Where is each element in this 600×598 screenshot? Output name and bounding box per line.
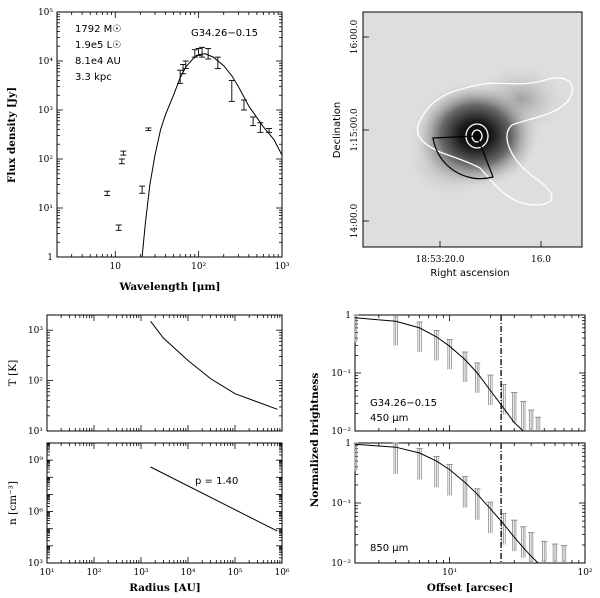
temperature-y-ticks: 10¹ 10² 10³ [28,314,282,437]
density-x-label: Radius [AU] [129,582,201,594]
profile450-model-curve [354,317,524,432]
profile850-errorbars [353,442,568,563]
temperature-y-tick-label: 10² [28,377,43,387]
profile450-y-ticks: 10⁻² 10⁻¹ 1 [331,311,585,437]
image-x-tick-label: 16.0 [531,255,551,265]
image-x-tick-label: 18:53:20.0 [415,255,464,265]
density-y-tick-label: 10³ [28,559,43,569]
profile850-model-curve [354,443,539,564]
density-x-tick-label: 10³ [133,568,148,578]
sed-panel: 10 10² 10³ 1 10¹ 10² 10³ 10⁴ 10⁵ 1792 M☉ 1.9e5 … [6,8,290,293]
sed-x-tick-label: 10² [191,262,206,272]
image-outer-contour [416,77,573,206]
density-annotation: p = 1.40 [195,476,238,487]
temperature-y-tick-label: 10³ [28,326,43,336]
density-y-ticks: 10³ 10⁶ 10⁹ [28,442,282,569]
density-y-tick-label: 10⁹ [28,456,43,466]
image-sector-wedge [432,135,494,180]
image-panel: 18:53:20.0 16.0 16:00.0 1:15:00.0 14:00.… [332,11,583,279]
sed-y-tick-label: 10² [38,155,53,165]
image-y-tick-label: 14:00.0 [350,203,360,238]
sed-x-ticks: 10 10² 10³ [56,12,290,272]
profile850-band: 850 μm [370,543,408,554]
sed-x-label: Wavelength [μm] [119,281,221,293]
sed-source-name: G34.26−0.15 [191,28,258,39]
p850-x-tick-label: 10¹ [442,568,457,578]
sed-y-tick-label: 10¹ [38,204,53,214]
sed-y-tick-label: 10⁵ [38,8,53,18]
sed-errorbars [104,46,273,231]
density-x-ticks: 10¹ 10² 10³ 10⁴ 10⁵ 10⁶ [39,443,290,578]
temperature-x-ticks [46,315,283,431]
density-x-tick-label: 10⁴ [180,568,195,578]
p450-y-tick-label: 10⁻¹ [331,369,351,379]
sed-annotation-luminosity: 1.9e5 L☉ [75,40,121,51]
density-x-tick-label: 10² [86,568,101,578]
profile850-x-ticks: 10¹ 10² [354,443,593,578]
sed-annotation-radius: 8.1e4 AU [75,56,121,67]
temperature-frame [46,314,283,432]
image-y-label: Declination [332,102,343,159]
density-curve [150,466,278,532]
p450-y-tick-label: 10⁻² [331,427,351,437]
sed-annotation-distance: 3.3 kpc [75,72,112,83]
profile-y-label: Normalized brightness [309,373,321,508]
density-frame [46,442,283,564]
profile850-panel: 10¹ 10² 10⁻²10⁻¹1 850 μm Offset [arcsec] … [309,373,593,594]
temperature-y-label: T [K] [7,360,19,386]
image-x-label: Right ascension [430,268,509,279]
sed-y-label: Flux density [Jy] [6,87,18,183]
p850-y-tick-label: 10⁻² [331,559,351,569]
image-emission [405,62,573,206]
profile450-errorbars [353,314,542,431]
sed-x-tick-label: 10 [110,262,122,272]
profile850-x-label: Offset [arcsec] [427,582,514,594]
p850-x-tick-label: 10² [577,568,592,578]
image-y-tick-label: 1:15:00.0 [350,108,360,152]
sed-annotation-mass: 1792 M☉ [75,24,121,35]
emission-core [411,80,541,190]
sed-y-ticks: 1 10¹ 10² 10³ 10⁴ 10⁵ [38,8,282,263]
sed-frame [56,11,283,258]
temperature-panel: 10¹ 10² 10³ T [K] [7,314,283,437]
profile450-panel: 10⁻² 10⁻¹ 1 G34.26−0.15 450 μm [331,311,586,437]
density-panel: 10¹ 10² 10³ 10⁴ 10⁵ 10⁶ 10³ 10⁶ 10⁹ p = 1.40 Ra… [7,442,290,594]
sed-y-tick-label: 10³ [38,106,53,116]
sed-y-tick-label: 10⁴ [38,57,53,67]
density-y-tick-label: 10⁶ [28,508,43,518]
p850-y-tick-label: 1 [345,439,351,449]
sed-x-tick-label: 10³ [274,262,289,272]
profile450-source-name: G34.26−0.15 [370,398,437,409]
density-x-tick-label: 10¹ [39,568,54,578]
sed-y-tick-label: 1 [47,253,53,263]
image-y-tick-label: 16:00.0 [350,19,360,54]
temperature-curve [150,320,278,410]
image-frame [362,11,583,248]
density-x-tick-label: 10⁵ [227,568,242,578]
density-x-tick-label: 10⁶ [274,568,289,578]
profile450-band: 450 μm [370,413,408,424]
p850-y-tick-label: 10⁻¹ [331,499,351,509]
sed-model-curve [141,53,283,258]
p450-y-tick-label: 1 [345,311,351,321]
temperature-y-tick-label: 10¹ [28,427,43,437]
density-y-label: n [cm⁻³] [7,481,19,525]
